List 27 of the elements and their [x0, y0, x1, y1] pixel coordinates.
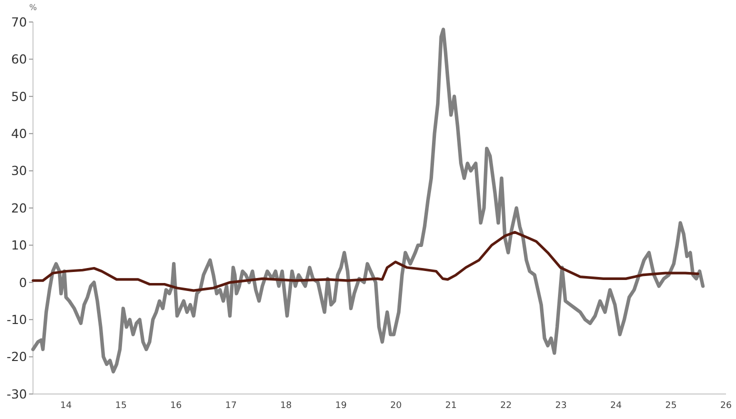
y-tick-label: 10	[11, 238, 28, 253]
x-tick-label: 15	[115, 401, 127, 411]
y-tick-label: 20	[11, 200, 28, 216]
y-tick-label: 60	[11, 52, 28, 67]
y-tick-label: 0	[19, 274, 28, 290]
y-axis-title: %	[29, 3, 38, 12]
x-tick-label: 20	[390, 401, 402, 411]
x-tick-label: 26	[720, 401, 732, 411]
x-tick-label: 18	[280, 401, 292, 411]
line-series	[31, 28, 705, 374]
y-tick-label: -10	[6, 312, 28, 327]
x-tick-label: 14	[60, 401, 72, 411]
x-tick-label: 25	[665, 401, 677, 411]
y-tick-label: 70	[11, 14, 28, 30]
x-tick-label: 23	[555, 401, 567, 411]
line-series	[32, 230, 700, 292]
x-tick-label: 19	[335, 401, 347, 411]
x-tick-label: 22	[500, 401, 512, 411]
y-tick-label: 30	[11, 163, 28, 178]
y-tick-label: -20	[6, 349, 28, 364]
x-tick-label: 17	[225, 401, 237, 411]
y-tick-label: 40	[11, 126, 28, 141]
y-tick-label: -30	[6, 386, 28, 402]
x-tick-label: 21	[445, 401, 457, 411]
x-tick-label: 24	[610, 401, 622, 411]
x-tick-label: 16	[170, 401, 182, 411]
y-tick-label: 50	[11, 88, 28, 104]
